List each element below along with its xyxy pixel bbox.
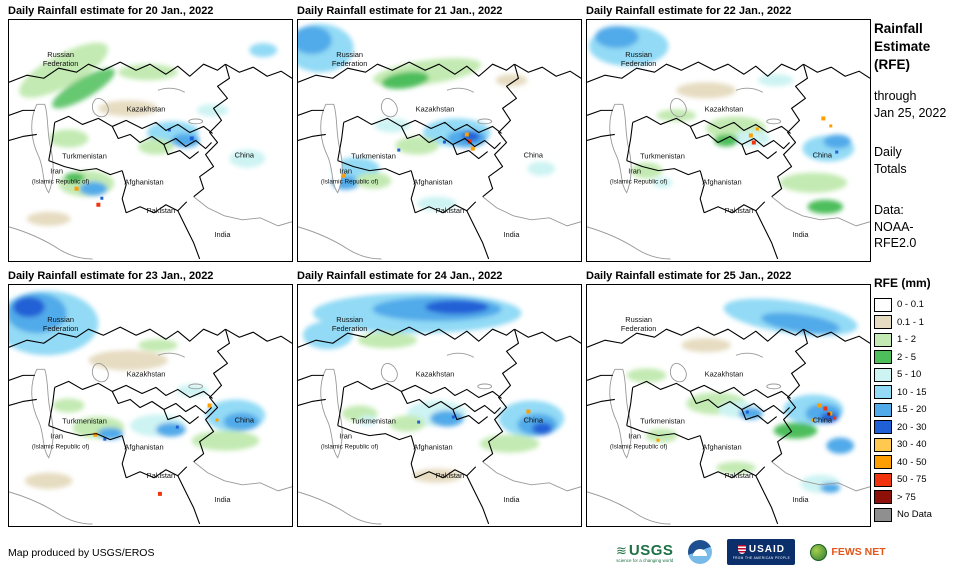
panel-title-25jan: Daily Rainfall estimate for 25 Jan., 202… [586, 270, 792, 282]
panel-22jan: Daily Rainfall estimate for 22 Jan., 202… [586, 4, 871, 262]
map-credit: Map produced by USGS/EROS [8, 547, 155, 559]
noaa-bird-icon [693, 549, 708, 556]
legend-swatch [874, 332, 892, 347]
legend-label: 1 - 2 [897, 334, 917, 346]
legend-item: 50 - 75 [874, 471, 962, 489]
legend-item: 0 - 0.1 [874, 296, 962, 314]
sidebar-totals: Daily Totals [874, 145, 907, 176]
legend-item: No Data [874, 506, 962, 524]
legend-swatch [874, 420, 892, 435]
panel-title-21jan: Daily Rainfall estimate for 21 Jan., 202… [297, 5, 503, 17]
rainfall-map-25jan [587, 298, 870, 525]
panel-21jan: Daily Rainfall estimate for 21 Jan., 202… [297, 4, 582, 262]
legend-label: 0.1 - 1 [897, 316, 924, 328]
sidebar-title: Rainfall Estimate (RFE) [874, 21, 931, 72]
panel-title-22jan: Daily Rainfall estimate for 22 Jan., 202… [586, 5, 792, 17]
legend-swatch [874, 455, 892, 470]
legend-label: 20 - 30 [897, 421, 927, 433]
legend-swatch [874, 507, 892, 522]
panel-title-23jan: Daily Rainfall estimate for 23 Jan., 202… [8, 270, 214, 282]
rainfall-map-23jan [9, 291, 292, 525]
legend-label: 50 - 75 [897, 474, 927, 486]
legend-label: 2 - 5 [897, 351, 917, 363]
usaid-tagline: FROM THE AMERICAN PEOPLE [732, 556, 791, 560]
rainfall-specks [74, 128, 194, 207]
noaa-emblem-icon [688, 540, 713, 564]
sidebar-data-source: Data: NOAA- RFE2.0 [874, 203, 917, 251]
fewsnet-wordmark: FEWS NET [831, 546, 886, 558]
legend-swatch [874, 315, 892, 330]
legend-swatch [874, 472, 892, 487]
usaid-wordmark: USAID [748, 544, 785, 555]
legend-label: No Data [897, 509, 932, 521]
legend-item: 20 - 30 [874, 418, 962, 436]
legend-swatch [874, 367, 892, 382]
legend-item: 30 - 40 [874, 436, 962, 454]
usaid-shield-icon [737, 545, 746, 554]
rainfall-blobs [626, 298, 858, 493]
rainfall-specks [93, 403, 219, 496]
map-22jan [586, 19, 871, 262]
rainfall-specks [748, 116, 839, 154]
legend-item: 10 - 15 [874, 383, 962, 401]
rainfall-map-22jan [587, 26, 870, 260]
legend-swatch [874, 402, 892, 417]
map-24jan [297, 284, 582, 527]
sidebar-period: through Jan 25, 2022 [874, 89, 947, 120]
usgs-wordmark: USGS [628, 541, 674, 559]
panel-20jan: Daily Rainfall estimate for 20 Jan., 202… [8, 4, 293, 262]
rainfall-map-21jan [298, 24, 581, 260]
fewsnet-logo: FEWS NET [810, 543, 886, 561]
panel-title-24jan: Daily Rainfall estimate for 24 Jan., 202… [297, 270, 503, 282]
map-25jan [586, 284, 871, 527]
legend-label: 40 - 50 [897, 456, 927, 468]
country-borders [587, 49, 870, 260]
usaid-logo: USAID FROM THE AMERICAN PEOPLE [727, 539, 796, 565]
map-21jan [297, 19, 582, 262]
legend-label: > 75 [897, 491, 916, 503]
legend-swatch [874, 297, 892, 312]
fewsnet-globe-icon [810, 543, 828, 561]
map-grid: Daily Rainfall estimate for 20 Jan., 202… [8, 4, 871, 527]
usgs-tagline: science for a changing world [616, 557, 674, 563]
rainfall-map-20jan [9, 42, 292, 260]
legend-item: > 75 [874, 488, 962, 506]
rainfall-map-24jan [298, 293, 581, 525]
partner-logos: ≋ USGS science for a changing world USAI… [616, 537, 886, 567]
legend: 0 - 0.1 0.1 - 1 1 - 2 2 - 5 5 - 10 10 - … [874, 296, 962, 524]
map-20jan [8, 19, 293, 262]
panel-24jan: Daily Rainfall estimate for 24 Jan., 202… [297, 269, 582, 527]
legend-swatch [874, 437, 892, 452]
legend-swatch [874, 385, 892, 400]
panel-25jan: Daily Rainfall estimate for 25 Jan., 202… [586, 269, 871, 527]
legend-swatch [874, 350, 892, 365]
legend-label: 5 - 10 [897, 369, 922, 381]
legend-label: 30 - 40 [897, 439, 927, 451]
sidebar: Rainfall Estimate (RFE) through Jan 25, … [874, 20, 962, 523]
legend-item: 15 - 20 [874, 401, 962, 419]
panel-23jan: Daily Rainfall estimate for 23 Jan., 202… [8, 269, 293, 527]
legend-label: 10 - 15 [897, 386, 927, 398]
legend-label: 0 - 0.1 [897, 299, 924, 311]
usgs-logo: ≋ USGS science for a changing world [616, 542, 673, 563]
panel-title-20jan: Daily Rainfall estimate for 20 Jan., 202… [8, 5, 214, 17]
legend-item: 2 - 5 [874, 348, 962, 366]
legend-item: 40 - 50 [874, 453, 962, 471]
legend-item: 5 - 10 [874, 366, 962, 384]
legend-item: 0.1 - 1 [874, 313, 962, 331]
map-23jan [8, 284, 293, 527]
usgs-wave-icon: ≋ [616, 542, 627, 558]
legend-item: 1 - 2 [874, 331, 962, 349]
legend-title: RFE (mm) [874, 275, 931, 290]
legend-swatch [874, 490, 892, 505]
rainfall-specks [417, 409, 531, 424]
noaa-logo [688, 540, 713, 564]
legend-label: 15 - 20 [897, 404, 927, 416]
